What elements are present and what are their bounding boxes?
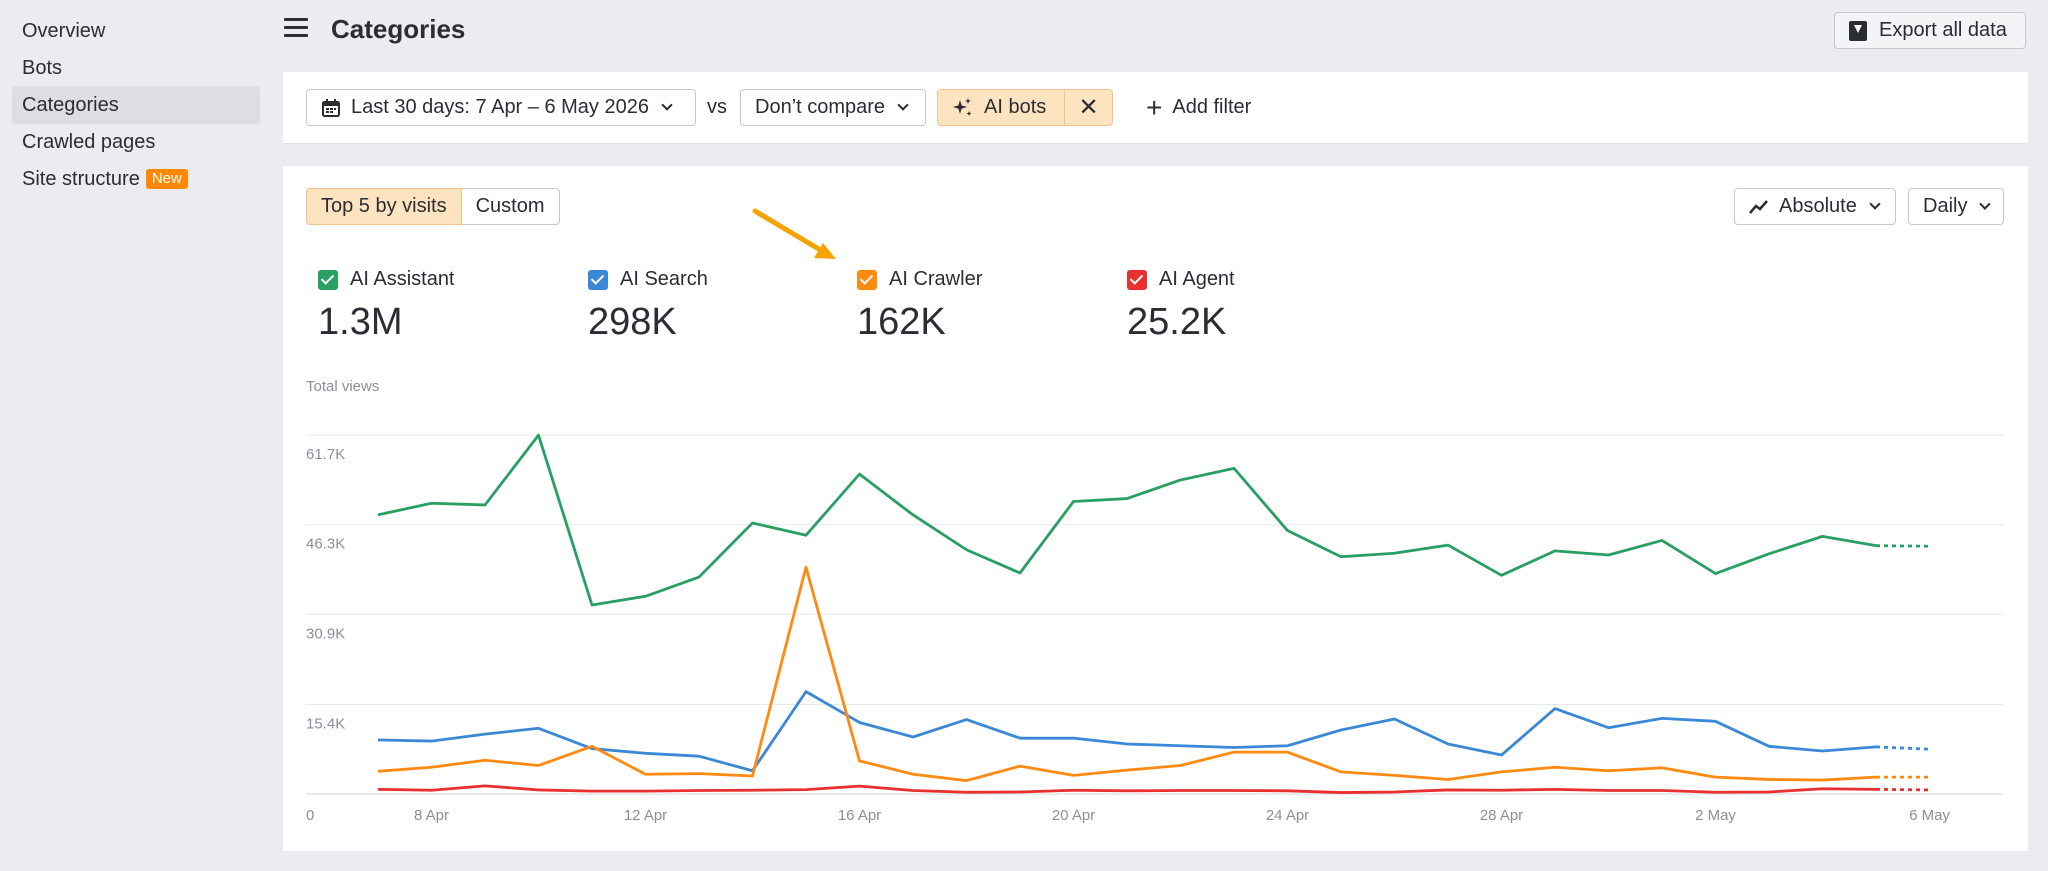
new-badge: New [145, 169, 188, 189]
metric-value: 298K [588, 301, 677, 343]
line-chart-icon [1749, 199, 1768, 214]
export-label: Export all data [1879, 19, 2007, 41]
custom-button[interactable]: Custom [461, 188, 560, 225]
chevron-down-icon [897, 99, 909, 111]
sidebar-item-label: Overview [22, 20, 106, 42]
top-selector: Top 5 by visits Custom [306, 188, 560, 225]
filter-bar: Last 30 days: 7 Apr – 6 May 2026 vs Don’… [283, 72, 2028, 144]
sidebar-item-label: Site structure [22, 168, 140, 190]
calendar-icon [322, 98, 340, 117]
y-tick-label: 15.4K [306, 715, 345, 732]
metric-value: 25.2K [1127, 301, 1227, 343]
x-tick-label: 12 Apr [624, 807, 667, 824]
series-line-ai-search[interactable] [377, 690, 1877, 773]
date-range-label: Last 30 days: 7 Apr – 6 May 2026 [351, 96, 649, 118]
sidebar-item-label: Categories [22, 94, 119, 116]
metric-ai-crawler: AI Crawler 162K [857, 268, 982, 344]
daily-label: Daily [1923, 195, 1968, 217]
sparkle-icon [953, 97, 972, 116]
checkbox-ai-assistant[interactable] [318, 269, 338, 290]
metric-value: 162K [857, 301, 946, 343]
x-tick-label: 28 Apr [1480, 807, 1523, 824]
sidebar-item-overview[interactable]: Overview [12, 12, 260, 50]
series-forecast-ai-agent [1875, 787, 1930, 792]
page-title: Categories [331, 14, 466, 44]
series-forecast-ai-search [1875, 745, 1930, 751]
checkbox-ai-search[interactable] [588, 269, 608, 290]
chevron-down-icon [661, 99, 673, 111]
metric-label: AI Crawler [889, 268, 983, 290]
sidebar: Overview Bots Categories Crawled pages S… [0, 0, 272, 871]
sidebar-item-crawled-pages[interactable]: Crawled pages [12, 123, 260, 161]
menu-icon[interactable] [284, 18, 308, 42]
daily-dropdown[interactable]: Daily [1908, 188, 2004, 225]
metric-label: AI Search [620, 268, 708, 290]
series-line-ai-assistant[interactable] [377, 433, 1877, 607]
series-line-ai-crawler[interactable] [377, 565, 1877, 783]
series-forecast-ai-assistant [1875, 544, 1930, 548]
series-line-ai-agent[interactable] [377, 784, 1877, 794]
metric-value: 1.3M [318, 301, 403, 343]
x-tick-label: 6 May [1909, 807, 1950, 824]
sidebar-item-site-structure[interactable]: Site structure New [12, 160, 260, 198]
x-tick-label: 2 May [1695, 807, 1736, 824]
metric-label: AI Assistant [350, 268, 455, 290]
close-icon[interactable]: ✕ [1078, 94, 1099, 121]
absolute-label: Absolute [1779, 195, 1857, 217]
add-filter-label: Add filter [1172, 96, 1252, 118]
line-chart: 0 15.4K 30.9K 46.3K 61.7K 8 Apr 12 Apr 16 Apr 20… [306, 433, 2003, 824]
x-tick-label: 24 Apr [1266, 807, 1309, 824]
plus-icon: + [1146, 91, 1163, 123]
chart-card: Top 5 by visits Custom Absolute Daily AI… [283, 166, 2028, 851]
metric-ai-assistant: AI Assistant 1.3M [318, 268, 455, 344]
add-filter-button[interactable]: + Add filter [1138, 89, 1259, 126]
metric-ai-search: AI Search 298K [588, 268, 708, 344]
sidebar-item-bots[interactable]: Bots [12, 49, 260, 87]
sidebar-item-label: Crawled pages [22, 131, 156, 153]
sidebar-item-label: Bots [22, 57, 63, 79]
metric-label: AI Agent [1159, 268, 1235, 290]
ai-bots-label: AI bots [984, 96, 1047, 118]
metric-ai-agent: AI Agent 25.2K [1127, 268, 1235, 344]
y-tick-label: 30.9K [306, 625, 345, 642]
x-tick-label: 20 Apr [1052, 807, 1095, 824]
vs-label: vs [707, 96, 727, 118]
chart-y-label: Total views [306, 378, 380, 395]
checkbox-ai-agent[interactable] [1127, 269, 1147, 290]
ai-bots-filter-button[interactable]: AI bots [938, 90, 1065, 125]
y-tick-label: 0 [306, 807, 314, 824]
y-tick-label: 46.3K [306, 536, 345, 553]
ai-bots-filter-chip: AI bots ✕ [937, 89, 1113, 126]
sidebar-item-categories[interactable]: Categories [12, 86, 260, 124]
compare-label: Don’t compare [755, 96, 886, 118]
x-tick-label: 16 Apr [838, 807, 881, 824]
compare-dropdown[interactable]: Don’t compare [740, 89, 926, 126]
checkbox-ai-crawler[interactable] [857, 269, 877, 290]
absolute-dropdown[interactable]: Absolute [1734, 188, 1896, 225]
export-all-data-button[interactable]: Export all data [1834, 12, 2026, 49]
top-5-by-visits-button[interactable]: Top 5 by visits [306, 188, 462, 225]
x-tick-label: 8 Apr [414, 807, 449, 824]
y-tick-label: 61.7K [306, 446, 345, 463]
date-range-dropdown[interactable]: Last 30 days: 7 Apr – 6 May 2026 [306, 89, 696, 126]
download-icon [1849, 20, 1867, 41]
